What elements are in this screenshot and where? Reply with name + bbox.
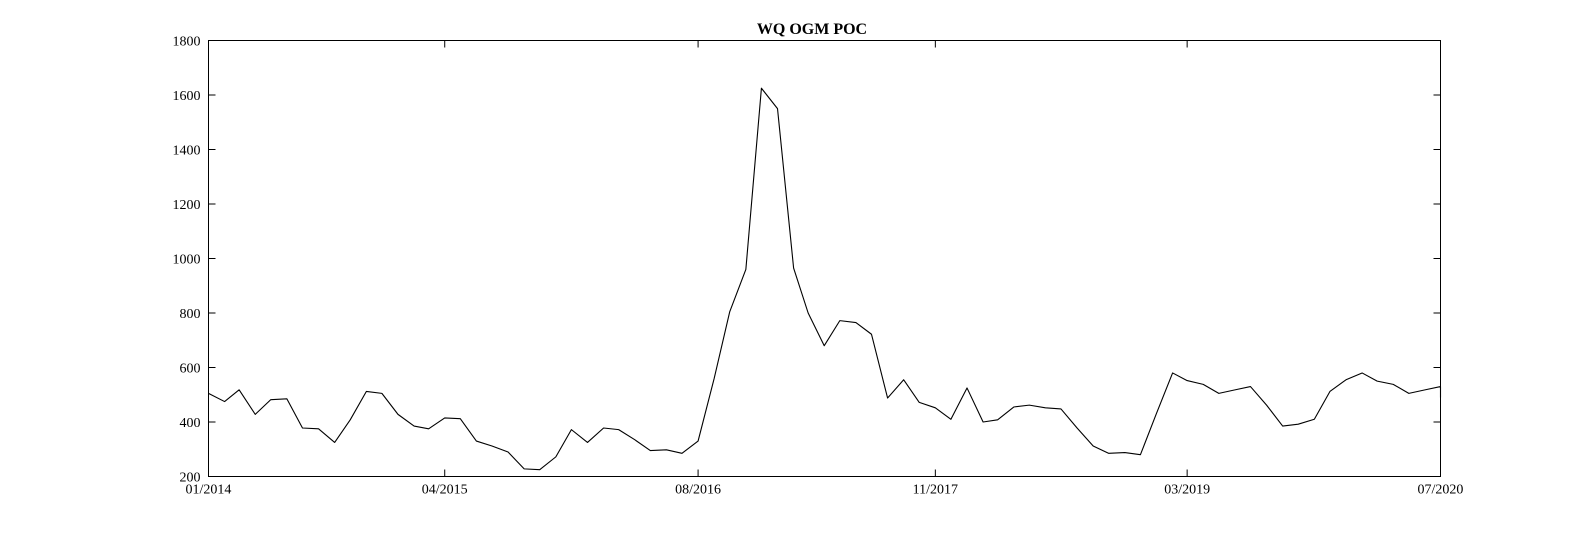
- y-tick-label: 1200: [173, 198, 201, 213]
- y-tick-label: 1800: [173, 35, 201, 50]
- x-tick-label: 03/2019: [1164, 483, 1210, 498]
- x-tick-label: 01/2014: [186, 483, 232, 498]
- x-tick-label: 08/2016: [675, 483, 721, 498]
- x-tick-label: 04/2015: [422, 483, 468, 498]
- plot-area-frame: [208, 40, 1441, 477]
- x-tick-label: 11/2017: [913, 483, 958, 498]
- axis-ticks: [208, 40, 1441, 477]
- series-line: [208, 87, 1442, 471]
- x-tick-label: 07/2020: [1418, 483, 1464, 498]
- y-tick-label: 1600: [173, 89, 201, 104]
- tick-labels: 200 400 600 800 1000 1200 1400 1600 1800 01/2014 0…: [173, 35, 1464, 498]
- chart-title: WQ OGM POC: [757, 21, 867, 38]
- y-tick-label: 600: [180, 362, 201, 377]
- y-tick-label: 800: [180, 307, 201, 322]
- y-tick-label: 200: [180, 471, 201, 486]
- y-tick-label: 1400: [173, 144, 201, 159]
- y-tick-label: 400: [180, 416, 201, 431]
- y-tick-label: 1000: [173, 253, 201, 268]
